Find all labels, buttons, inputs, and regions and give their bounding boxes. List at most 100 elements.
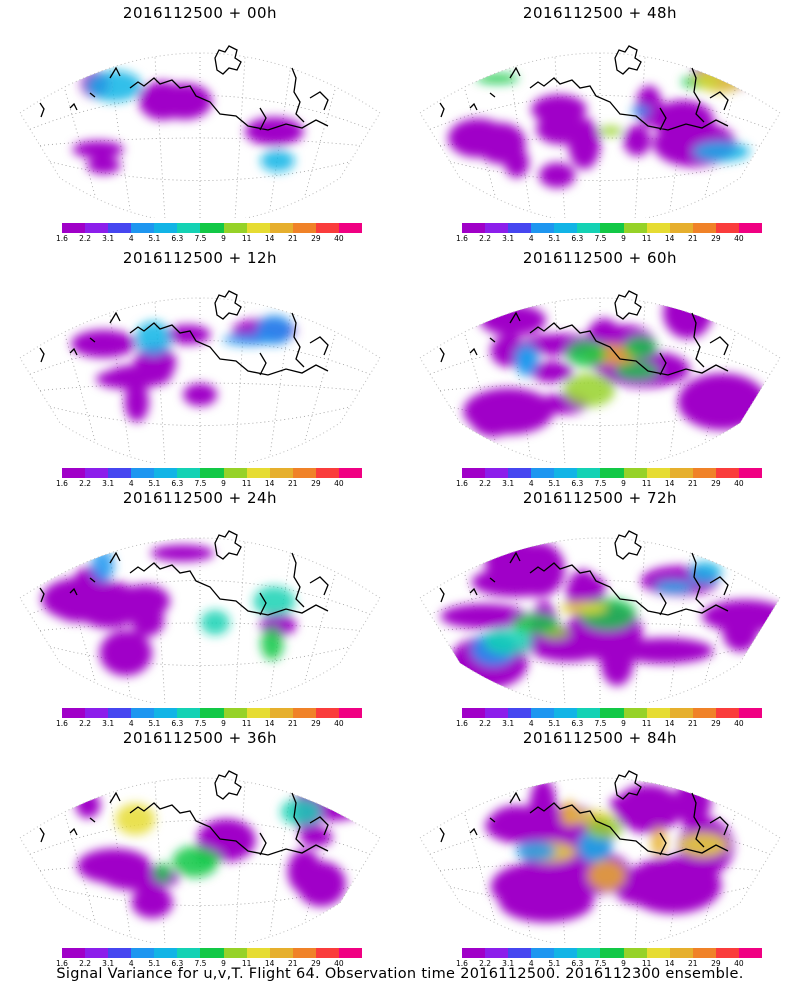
colorbar-swatch — [154, 948, 178, 958]
colorbar-swatch — [315, 948, 339, 958]
colorbar-tick-label: 9 — [621, 959, 626, 968]
colorbar-tick-label: 40 — [734, 234, 744, 243]
colorbar-swatch — [269, 468, 293, 478]
colorbar-swatch — [177, 708, 201, 718]
colorbar-tick-label: 14 — [664, 234, 675, 243]
colorbar-swatch — [554, 708, 578, 718]
colorbar-tick-label: 2.2 — [79, 479, 92, 488]
colorbar-tick-label: 7.5 — [594, 719, 607, 728]
polar-map — [419, 530, 781, 703]
colorbar-tick-label: 11 — [241, 479, 252, 488]
colorbar-tick-labels: 1.6 2.2 3.1 4 5.1 6.3 7.5 9 11 14 21 29 40 — [456, 719, 762, 729]
colorbar-swatch — [338, 708, 363, 718]
colorbar-tick-label: 4 — [528, 479, 534, 488]
colorbar-tick-label: 6.3 — [171, 234, 184, 243]
colorbar-swatch — [269, 708, 293, 718]
colorbar-tick-label: 21 — [287, 234, 298, 243]
colorbar-swatch — [462, 468, 486, 478]
colorbar-swatch — [600, 468, 624, 478]
forecast-panel: 2016112500 + 00h 1.6 2.2 3.1 4 5.1 6.3 7.5 9 11 14… — [0, 0, 400, 245]
colorbar-tick-labels: 1.6 2.2 3.1 4 5.1 6.3 7.5 9 11 14 21 29 40 — [56, 234, 362, 244]
colorbar-swatch — [108, 468, 132, 478]
colorbar — [62, 948, 363, 958]
colorbar-tick-label: 5.1 — [548, 234, 561, 243]
colorbar-tick-label: 5.1 — [148, 959, 161, 968]
colorbar-tick-label: 14 — [264, 479, 275, 488]
colorbar-tick-label: 4 — [528, 719, 534, 728]
colorbar-tick-label: 14 — [264, 959, 275, 968]
colorbar-swatch — [715, 468, 739, 478]
figure-caption: Signal Variance for u,v,T. Flight 64. Ob… — [56, 966, 744, 982]
colorbar-tick-label: 1.6 — [56, 959, 68, 968]
colorbar-tick-label: 9 — [621, 719, 626, 728]
colorbar-tick-label: 11 — [641, 234, 652, 243]
colorbar-swatch — [485, 223, 509, 233]
colorbar-tick-label: 40 — [334, 234, 344, 243]
colorbar-swatch — [623, 468, 647, 478]
colorbar-swatch — [669, 948, 693, 958]
colorbar-tick-label: 4 — [128, 234, 134, 243]
colorbar-tick-label: 3.1 — [102, 719, 115, 728]
colorbar-swatch — [623, 223, 647, 233]
colorbar-swatch — [554, 223, 578, 233]
colorbar-swatch — [462, 708, 486, 718]
variance-field — [440, 538, 780, 689]
panel-title: 2016112500 + 72h — [522, 489, 678, 507]
colorbar-swatch — [200, 223, 224, 233]
colorbar-swatch — [715, 948, 739, 958]
forecast-panel: 2016112500 + 72h 1.6 2.2 3.1 4 5.1 6.3 7.5 9 11 14… — [400, 485, 800, 730]
colorbar-swatch — [554, 948, 578, 958]
colorbar-swatch — [200, 708, 224, 718]
panel-title: 2016112500 + 48h — [522, 4, 678, 22]
colorbar-tick-label: 7.5 — [194, 479, 207, 488]
colorbar-tick-labels: 1.6 2.2 3.1 4 5.1 6.3 7.5 9 11 14 21 29 40 — [456, 959, 762, 969]
colorbar-swatch — [623, 948, 647, 958]
colorbar-tick-label: 9 — [221, 479, 226, 488]
colorbar-tick-label: 9 — [221, 719, 226, 728]
colorbar-tick-label: 29 — [711, 234, 721, 243]
colorbar-tick-label: 29 — [711, 959, 721, 968]
colorbar — [462, 223, 763, 233]
colorbar-tick-label: 6.3 — [571, 719, 584, 728]
colorbar-tick-label: 40 — [334, 959, 344, 968]
variance-field — [448, 53, 754, 188]
colorbar-tick-label: 21 — [687, 234, 698, 243]
colorbar-swatch — [531, 223, 555, 233]
colorbar-tick-label: 2.2 — [479, 234, 492, 243]
colorbar-tick-label: 29 — [311, 959, 321, 968]
coastline — [439, 45, 729, 131]
colorbar-swatch — [246, 468, 270, 478]
colorbar-swatch — [177, 468, 201, 478]
colorbar-tick-label: 3.1 — [102, 479, 115, 488]
colorbar-swatch — [200, 948, 224, 958]
forecast-panel: 2016112500 + 12h 1.6 2.2 3.1 4 5.1 6.3 7.5 9 11 14… — [0, 245, 400, 490]
colorbar-swatch — [292, 708, 316, 718]
coastline — [439, 770, 729, 856]
colorbar-tick-label: 21 — [687, 479, 698, 488]
colorbar-tick-label: 2.2 — [79, 234, 92, 243]
colorbar-swatch — [646, 223, 670, 233]
colorbar-swatch — [692, 948, 716, 958]
colorbar-tick-label: 40 — [734, 479, 744, 488]
variance-field — [72, 70, 304, 175]
colorbar-swatch — [223, 468, 247, 478]
colorbar-tick-label: 5.1 — [548, 959, 561, 968]
colorbar-tick-label: 14 — [264, 719, 275, 728]
colorbar-swatch — [738, 708, 763, 718]
colorbar-tick-label: 11 — [641, 719, 652, 728]
colorbar-tick-label: 7.5 — [194, 719, 207, 728]
colorbar-swatch — [623, 708, 647, 718]
colorbar-swatch — [177, 948, 201, 958]
colorbar-swatch — [315, 223, 339, 233]
colorbar-tick-label: 5.1 — [148, 479, 161, 488]
colorbar-tick-label: 7.5 — [194, 234, 207, 243]
colorbar-tick-label: 21 — [287, 959, 298, 968]
colorbar-swatch — [154, 223, 178, 233]
colorbar-tick-labels: 1.6 2.2 3.1 4 5.1 6.3 7.5 9 11 14 21 29 40 — [56, 959, 362, 969]
colorbar-swatch — [131, 223, 155, 233]
colorbar-swatch — [108, 708, 132, 718]
colorbar-swatch — [269, 948, 293, 958]
colorbar-swatch — [338, 468, 363, 478]
forecast-panel: 2016112500 + 60h 1.6 2.2 3.1 4 5.1 6.3 7.5 9 11 14… — [400, 245, 800, 490]
colorbar-swatch — [292, 468, 316, 478]
